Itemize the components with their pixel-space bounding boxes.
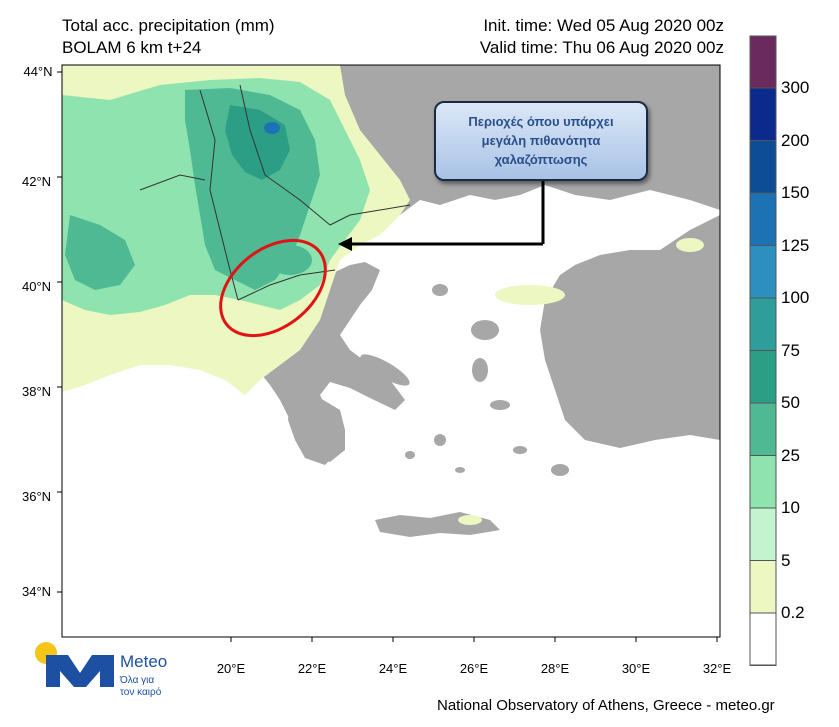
m-logo-icon bbox=[46, 655, 114, 687]
island-lemnos bbox=[432, 284, 448, 296]
lat-label-34: 34°N bbox=[22, 584, 51, 599]
colorbar-segment bbox=[749, 297, 777, 351]
logo-tagline-2: τον καιρό bbox=[120, 687, 162, 698]
lon-label-20: 20°E bbox=[217, 661, 246, 676]
island-rhodes bbox=[551, 464, 569, 476]
lon-label-30: 30°E bbox=[622, 661, 651, 676]
chart-title: Total acc. precipitation (mm) bbox=[62, 16, 275, 35]
island-samos bbox=[490, 400, 510, 410]
hail-risk-ellipse bbox=[219, 238, 327, 338]
model-label: BOLAM 6 km t+24 bbox=[62, 38, 202, 57]
colorbar-segment bbox=[749, 192, 777, 246]
lon-ticks bbox=[230, 637, 718, 642]
rain-hail-zone bbox=[268, 245, 312, 275]
border-3 bbox=[329, 204, 411, 226]
island-naxos bbox=[434, 434, 446, 446]
island-cyclades-2 bbox=[455, 467, 465, 473]
lat-label-42: 42°N bbox=[22, 174, 51, 189]
hail-callout: Περιοχές όπου υπάρχει μεγάλη πιθανότητα … bbox=[434, 101, 648, 181]
rain-very-intense bbox=[264, 122, 280, 134]
meteo-logo-icon bbox=[35, 642, 114, 687]
colorbar bbox=[749, 35, 777, 666]
colorbar-segment bbox=[749, 402, 777, 456]
colorbar-label: 125 bbox=[781, 235, 810, 255]
colorbar-segment bbox=[749, 245, 777, 299]
lon-label-22: 22°E bbox=[298, 661, 327, 676]
island-cyclades-1 bbox=[405, 451, 415, 459]
colorbar-label: 10 bbox=[781, 498, 800, 517]
colorbar-segment bbox=[749, 87, 777, 141]
border-2 bbox=[239, 84, 331, 226]
colorbar-label: 0.2 bbox=[781, 603, 805, 622]
colorbar-label: 5 bbox=[781, 550, 791, 570]
lon-label-26: 26°E bbox=[460, 661, 489, 676]
colorbar-segment bbox=[749, 455, 777, 509]
colorbar-label: 150 bbox=[781, 183, 810, 202]
arrow-head bbox=[338, 237, 352, 251]
colorbar-segment bbox=[749, 140, 777, 194]
island-chios bbox=[472, 358, 488, 382]
colorbar-label: 300 bbox=[781, 78, 810, 97]
land-anatolia bbox=[540, 215, 720, 448]
colorbar-label: 200 bbox=[781, 130, 810, 150]
colorbar-label: 100 bbox=[781, 288, 810, 307]
init-time: Init. time: Wed 05 Aug 2020 00z bbox=[483, 16, 724, 35]
callout-line-2: μεγάλη πιθανότητα bbox=[481, 133, 601, 148]
logo-tagline-1: Όλα για bbox=[120, 675, 155, 686]
lon-label-32: 32°E bbox=[703, 661, 732, 676]
island-lesvos bbox=[471, 320, 499, 340]
lat-label-38: 38°N bbox=[22, 384, 51, 399]
logo-text: Meteo Όλα για τον καιρό bbox=[120, 652, 167, 699]
land-peloponnese bbox=[288, 398, 345, 465]
colorbar-segment bbox=[749, 350, 777, 404]
border-5 bbox=[139, 174, 206, 191]
border-4 bbox=[237, 269, 336, 301]
callout-line-1: Περιοχές όπου υπάρχει bbox=[468, 114, 614, 129]
colorbar-label: 75 bbox=[781, 340, 800, 360]
colorbar-label: 25 bbox=[781, 445, 800, 465]
colorbar-segment bbox=[749, 560, 777, 614]
lat-label-40: 40°N bbox=[22, 279, 51, 294]
colorbar-segment bbox=[749, 507, 777, 561]
rain-crete bbox=[458, 515, 482, 525]
rain-aegean bbox=[495, 285, 565, 305]
lat-label-36: 36°N bbox=[22, 489, 51, 504]
rain-heavy-west bbox=[65, 215, 135, 290]
colorbar-segment bbox=[749, 612, 777, 666]
logo-word: Meteo bbox=[120, 652, 168, 671]
lat-label-44: 44°N bbox=[23, 64, 52, 79]
footer-credit: National Observatory of Athens, Greece -… bbox=[437, 697, 775, 714]
island-evia bbox=[360, 354, 410, 386]
colorbar-frame bbox=[749, 35, 777, 666]
island-kos bbox=[513, 446, 527, 454]
valid-time: Valid time: Thu 06 Aug 2020 00z bbox=[479, 38, 724, 57]
logo-tagline: Όλα για τον καιρό bbox=[120, 675, 167, 699]
lon-label-28: 28°E bbox=[541, 661, 570, 676]
lon-label-24: 24°E bbox=[379, 661, 408, 676]
colorbar-top-segment bbox=[749, 35, 777, 89]
callout-line-3: χαλαζόπτωσης bbox=[494, 152, 588, 167]
lat-ticks bbox=[57, 71, 62, 593]
map-frame bbox=[61, 64, 721, 638]
callout-arrow bbox=[348, 181, 545, 246]
rain-anatolia bbox=[676, 238, 704, 252]
colorbar-label: 50 bbox=[781, 393, 800, 412]
